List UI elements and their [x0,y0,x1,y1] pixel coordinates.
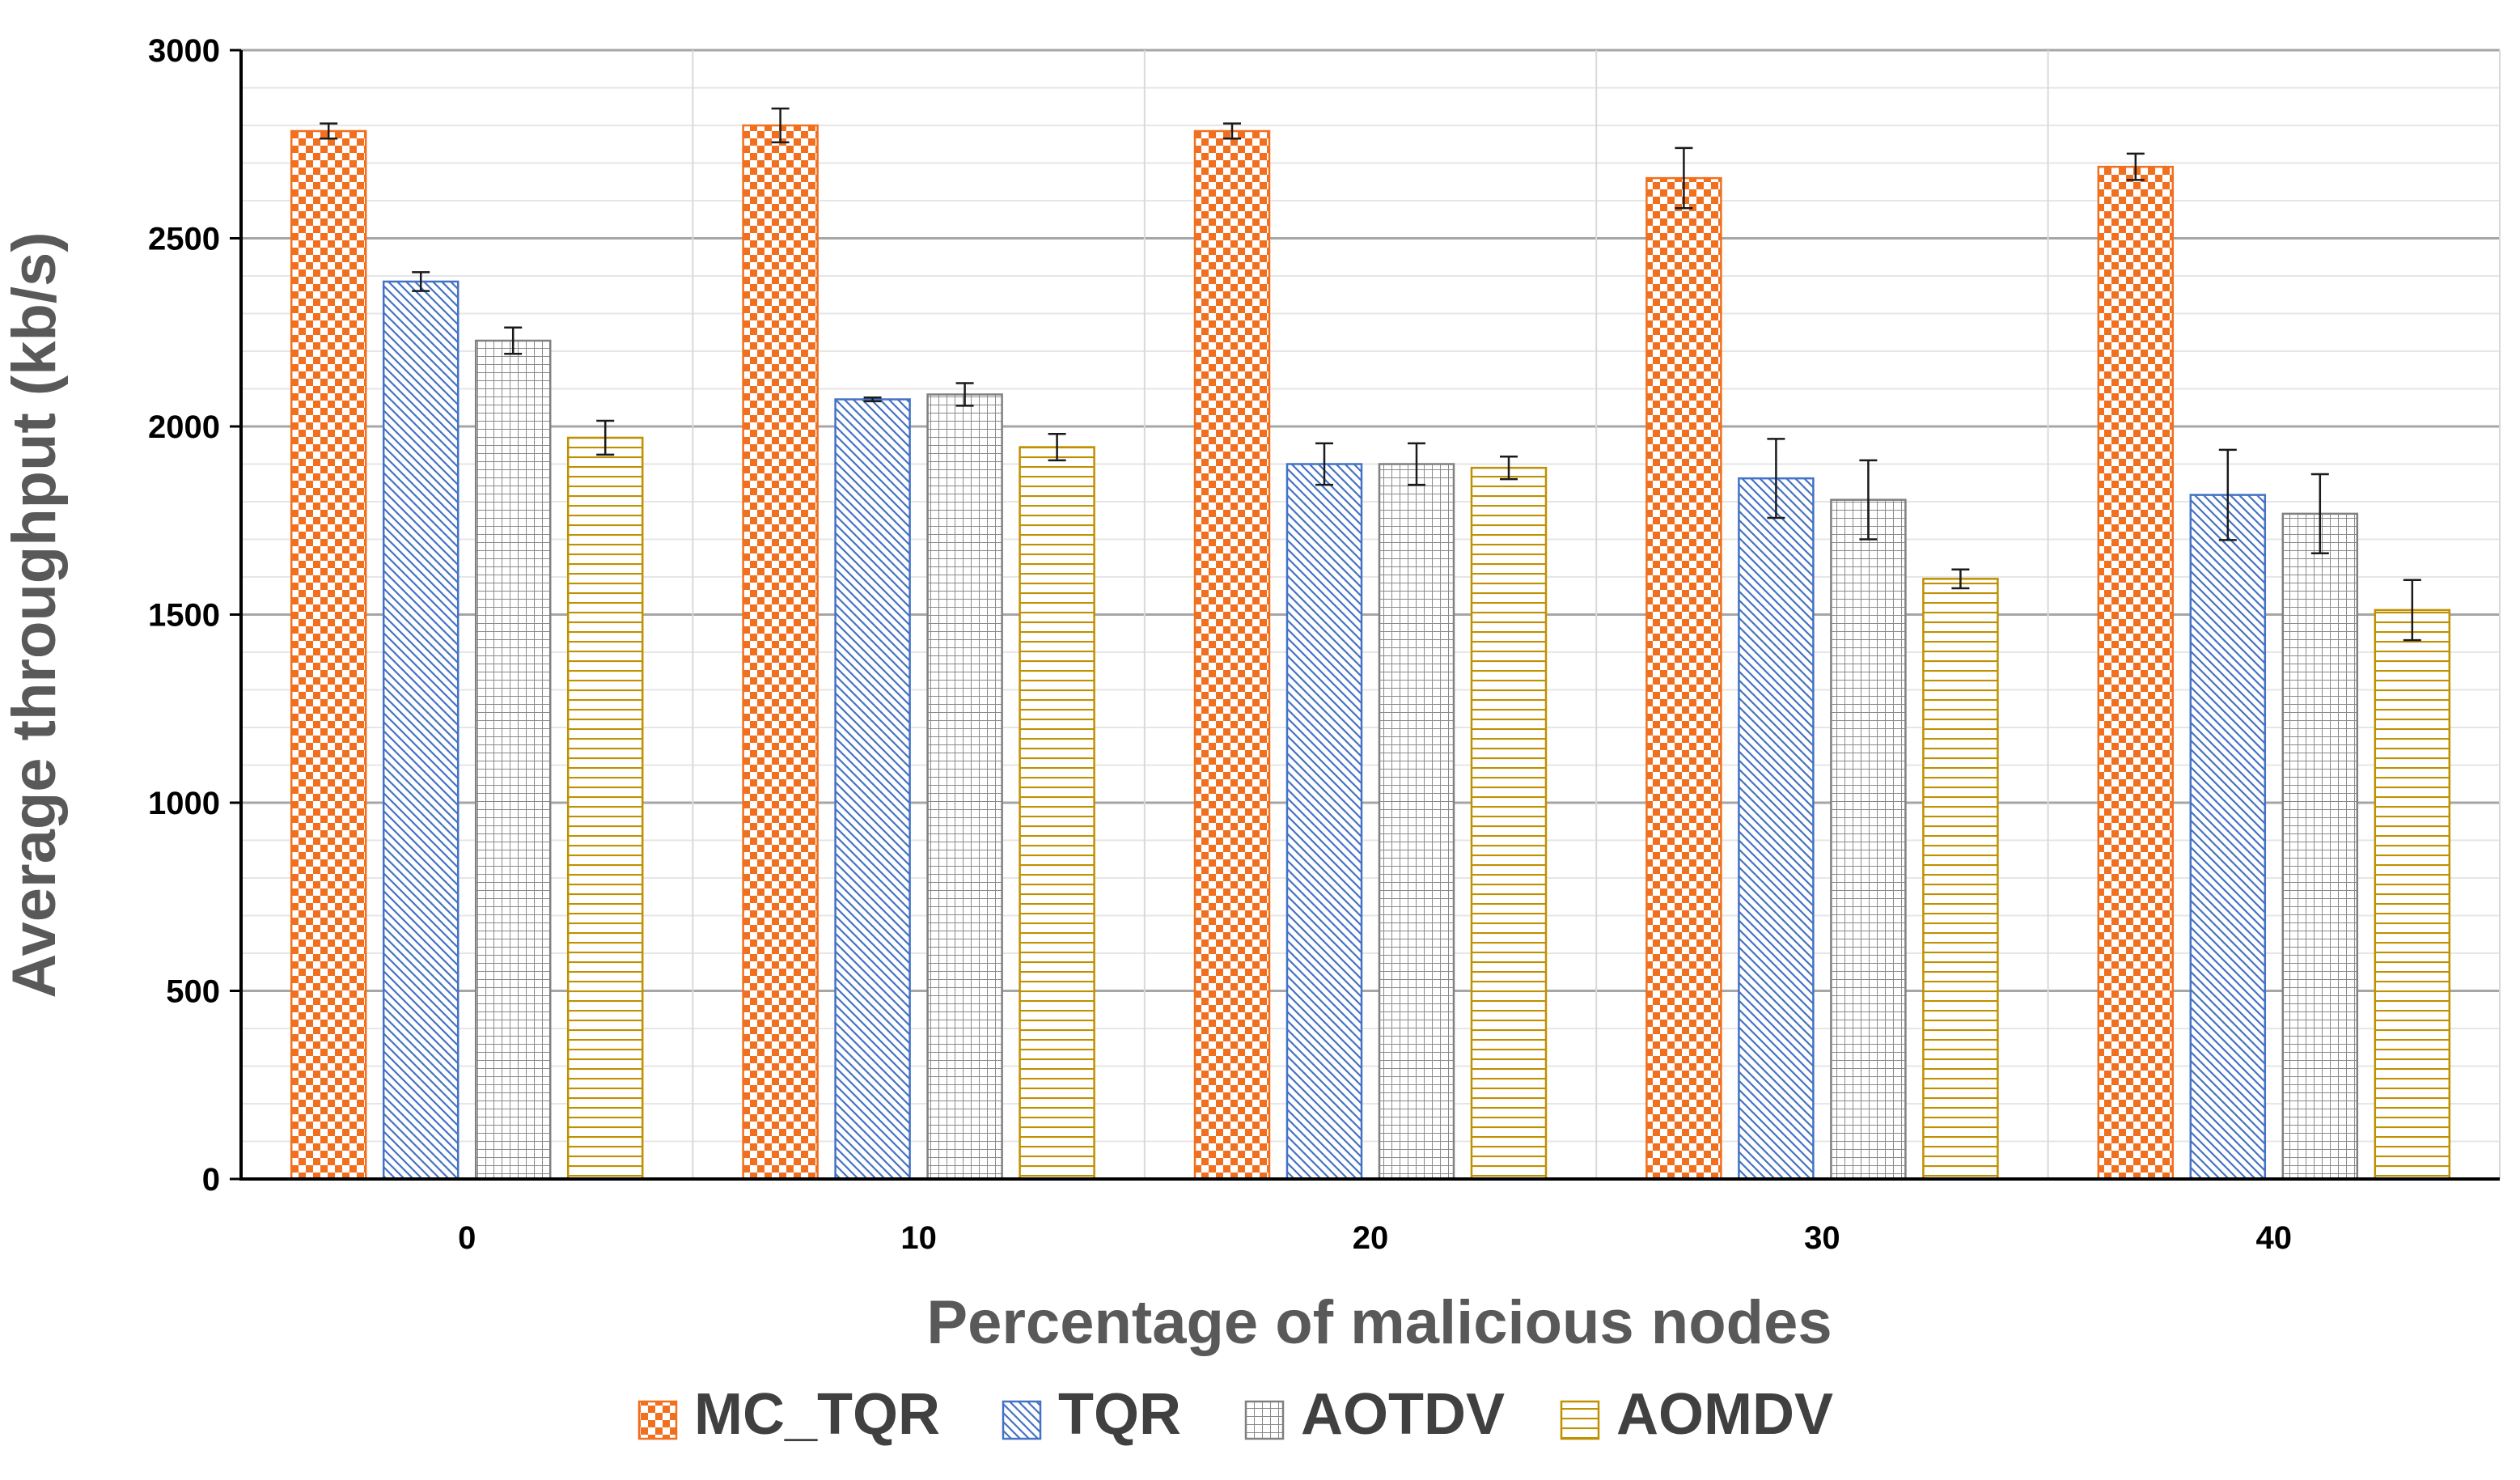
bar-aomdv-30 [1922,578,1999,1181]
error-bar-aotdv-40 [2310,473,2329,554]
legend-swatch-aomdv [1560,1400,1600,1440]
x-axis-title: Percentage of malicious nodes [926,1288,1832,1357]
error-bar-tqr-20 [1315,442,1333,486]
legend-label-tqr: TQR [1058,1382,1181,1447]
legend: MC_TQR TQR AOTDV AOMDV [637,1382,1833,1447]
bar-tqr-10 [834,398,911,1181]
error-bar-mc-tqr-0 [320,122,338,140]
y-tick-label: 500 [166,974,220,1010]
x-tick-label: 0 [458,1220,476,1256]
legend-item-mc-tqr: MC_TQR [637,1382,940,1447]
legend-item-aomdv: AOMDV [1560,1382,1833,1447]
bar-aomdv-10 [1019,446,1095,1181]
bar-tqr-20 [1285,463,1363,1181]
bar-tqr-40 [2189,494,2267,1181]
y-tick-label: 2500 [148,222,220,257]
axes: 0 500 1000 1500 2000 2500 3000 0 10 20 30 40 [148,33,2500,1256]
legend-swatch-tqr [1002,1400,1042,1440]
error-bar-aomdv-20 [1500,455,1518,481]
x-tick-label: 10 [900,1220,937,1256]
legend-label-aotdv: AOTDV [1301,1382,1505,1447]
legend-item-aotdv: AOTDV [1244,1382,1505,1447]
bar-mc-tqr-10 [742,124,819,1181]
x-tick-label: 20 [1353,1220,1389,1256]
y-tick-label: 0 [202,1162,220,1198]
error-bar-aomdv-30 [1951,568,1970,590]
y-tick-label: 1500 [148,598,220,634]
error-bar-tqr-30 [1767,438,1785,519]
error-bar-mc-tqr-30 [1675,146,1693,210]
legend-label-aomdv: AOMDV [1616,1382,1833,1447]
legend-item-tqr: TQR [1002,1382,1181,1447]
legend-label-mc-tqr: MC_TQR [694,1382,940,1447]
error-bar-aotdv-10 [955,382,974,407]
error-bar-mc-tqr-40 [2126,152,2145,181]
bar-aomdv-0 [566,436,644,1181]
bar-tqr-30 [1738,477,1815,1181]
error-bar-aomdv-0 [596,419,615,456]
bar-mc-tqr-30 [1645,176,1722,1181]
bar-aomdv-20 [1470,466,1548,1181]
error-bar-tqr-40 [2218,448,2237,541]
error-bar-aomdv-40 [2403,579,2421,642]
bars [290,124,2451,1181]
error-bar-aotdv-30 [1859,459,1878,541]
bar-mc-tqr-20 [1193,129,1271,1181]
legend-swatch-mc-tqr [637,1400,678,1440]
error-bar-aomdv-10 [1048,433,1066,462]
bar-aomdv-40 [2374,609,2451,1181]
bar-mc-tqr-40 [2097,165,2175,1181]
bar-aotdv-20 [1378,463,1455,1181]
y-tick-label: 2000 [148,409,220,445]
bar-aotdv-0 [474,339,552,1181]
y-tick-label: 3000 [148,33,220,69]
bar-tqr-0 [382,280,460,1181]
error-bar-tqr-10 [863,396,882,403]
error-bar-aotdv-0 [504,326,523,355]
x-tick-label: 30 [1804,1220,1840,1256]
bar-aotdv-10 [926,393,1003,1181]
bar-aotdv-40 [2281,512,2359,1181]
y-tick-label: 1000 [148,786,220,821]
error-bar-mc-tqr-20 [1223,122,1241,140]
error-bars [320,107,2421,642]
bar-mc-tqr-0 [290,129,367,1181]
legend-swatch-aotdv [1244,1400,1285,1440]
error-bar-aotdv-20 [1408,442,1425,486]
bar-aotdv-30 [1830,498,1907,1181]
error-bar-tqr-0 [412,271,430,292]
y-axis-title: Average throughput (kb/s) [0,231,69,998]
x-tick-label: 40 [2256,1220,2293,1256]
error-bar-mc-tqr-10 [771,107,790,144]
